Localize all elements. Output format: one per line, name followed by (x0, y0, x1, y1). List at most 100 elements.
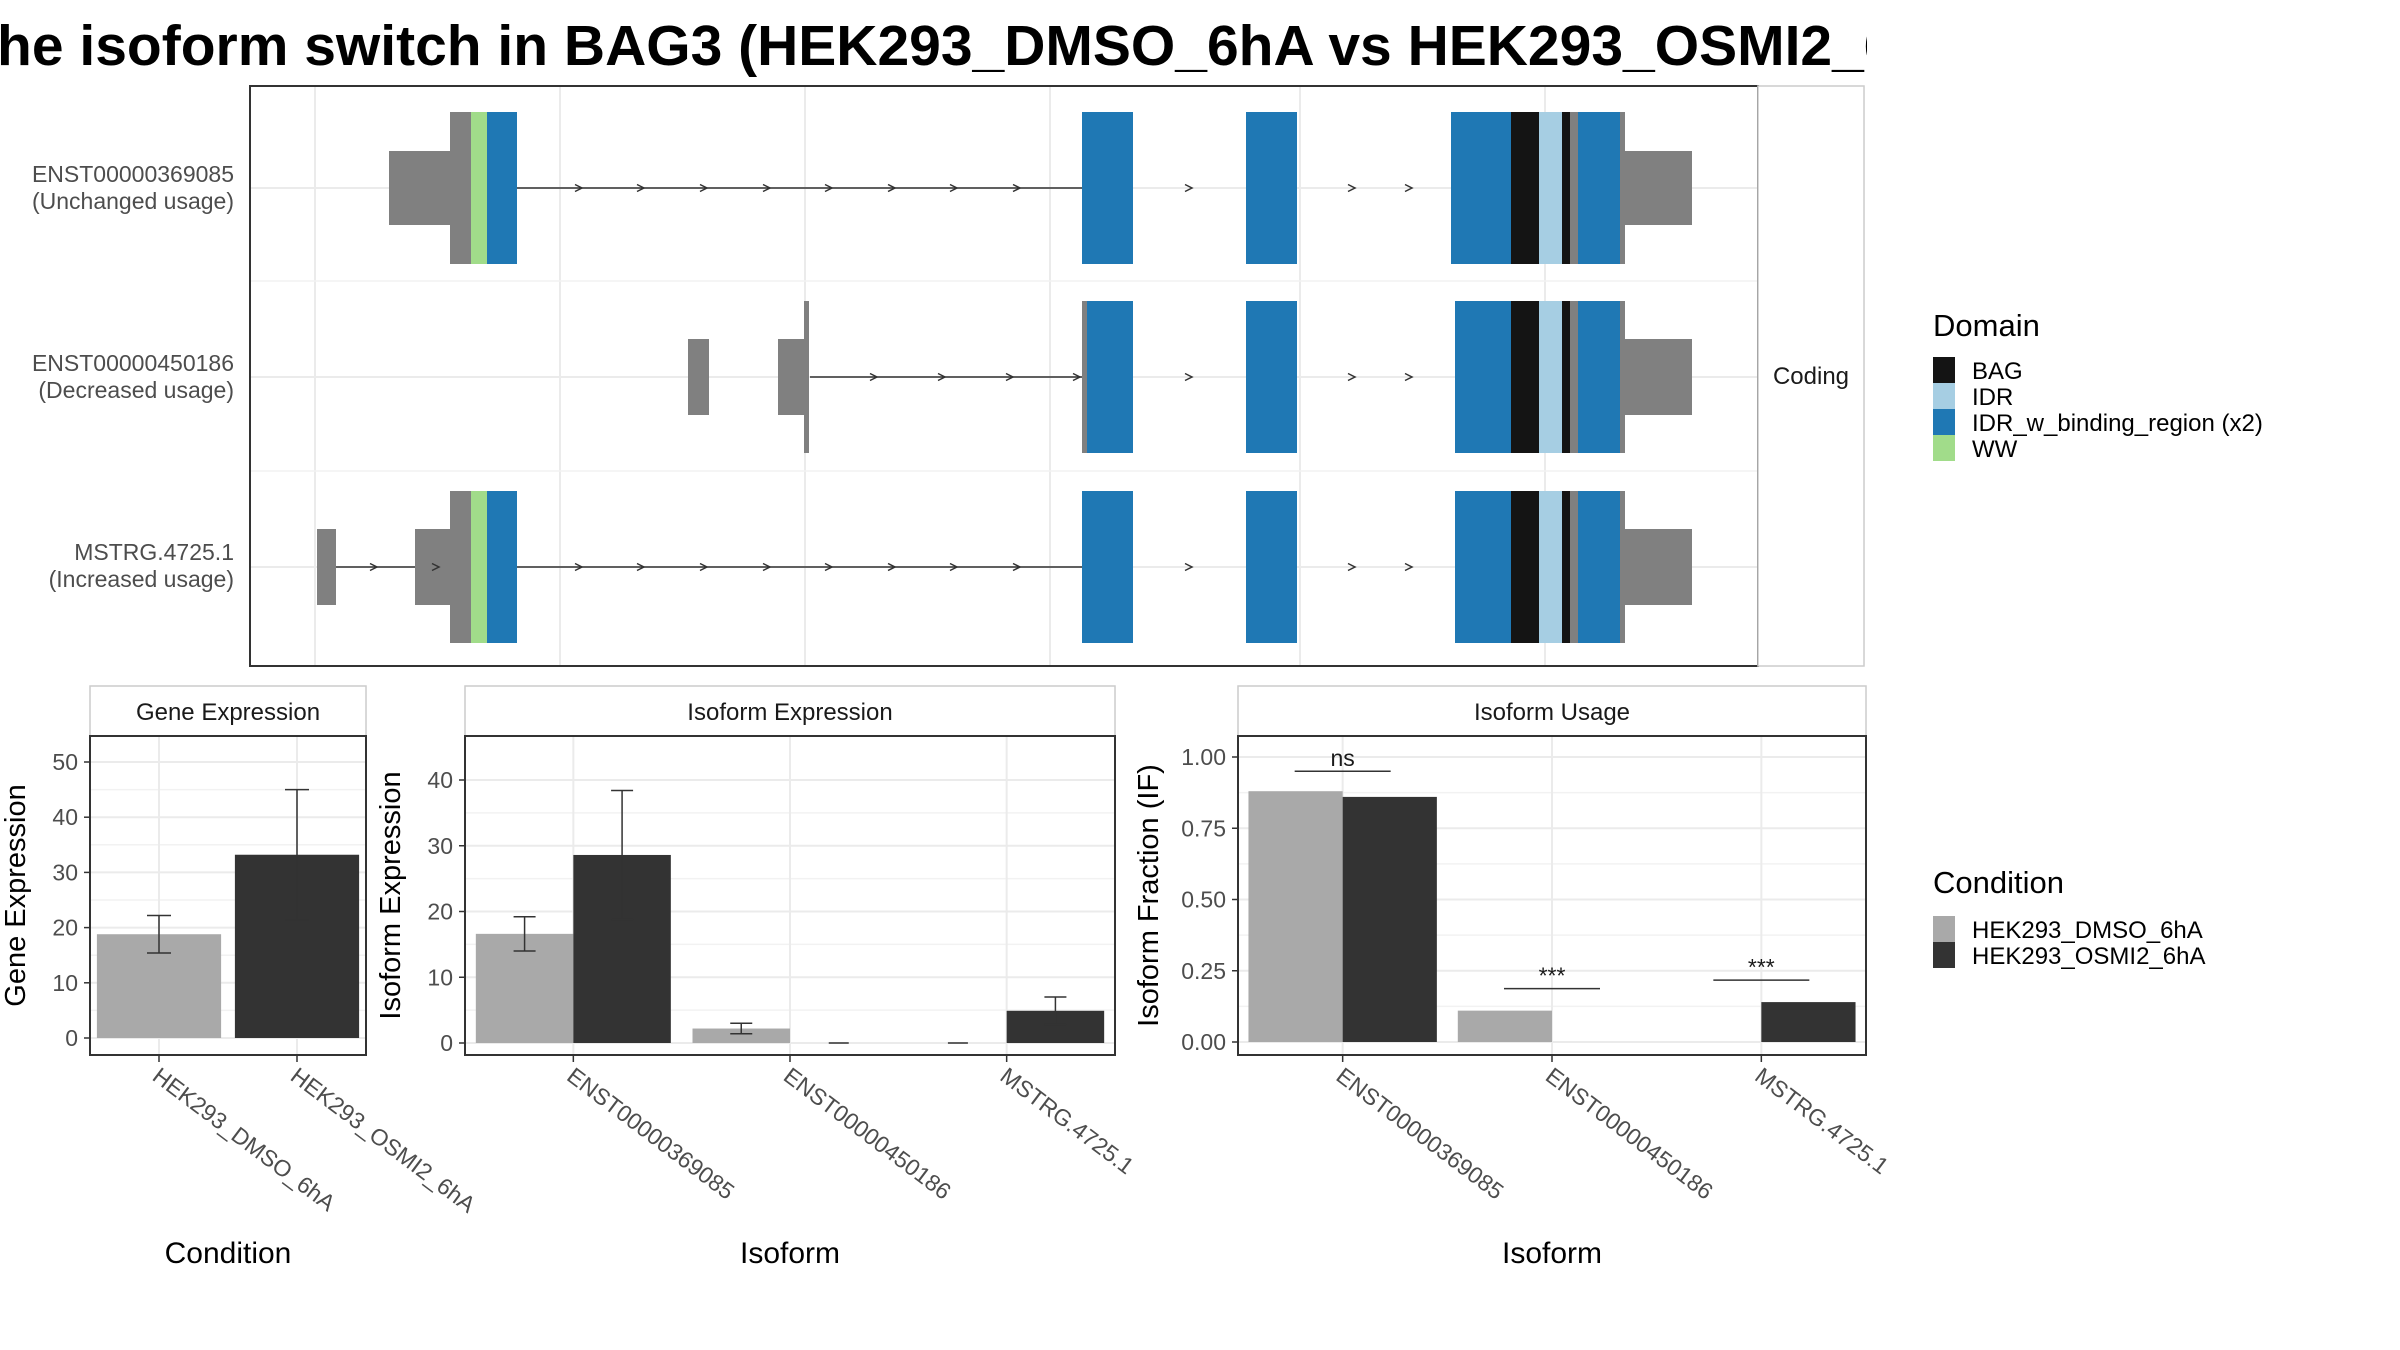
domain-bag (1562, 491, 1570, 643)
legend-swatch-bag (1933, 357, 1955, 383)
transcript-label-3: MSTRG.4725.1 (74, 539, 234, 565)
panel-title: Isoform Expression (687, 699, 892, 726)
transcript-label-2: ENST00000450186 (32, 350, 234, 376)
utr-block (389, 151, 450, 225)
bar (1342, 796, 1437, 1042)
intron-arrows (574, 183, 1414, 193)
intron-arrow-icon (1012, 562, 1022, 572)
x-axis-label: Isoform (740, 1237, 840, 1270)
legend-label-idr-binding: IDR_w_binding_region (x2) (1972, 410, 2263, 437)
intron-arrow-icon (699, 183, 709, 193)
intron-arrow-icon (1347, 183, 1357, 193)
domain-idr-binding (1455, 491, 1511, 643)
intron-arrow-icon (1005, 372, 1015, 382)
panel-strip (1237, 685, 1867, 737)
y-tick-label: 50 (52, 749, 78, 775)
exon-utr (450, 491, 471, 643)
exon-utr (1570, 491, 1578, 643)
legend-label-ww: WW (1972, 436, 2018, 463)
transcript-usage-1: (Unchanged usage) (32, 188, 234, 214)
x-tick-label: MSTRG.4725.1 (1750, 1062, 1893, 1179)
intron-arrow-icon (431, 562, 441, 572)
intron-arrow-icon (887, 183, 897, 193)
exon-idr-binding (1082, 112, 1133, 264)
legend-swatch-dmso (1933, 916, 1955, 942)
y-tick-label: 40 (52, 804, 78, 830)
facet-strip-label: Coding (1773, 363, 1849, 390)
panel-strip (464, 685, 1116, 737)
intron-arrow-icon (1404, 183, 1414, 193)
exon-idr-binding (1246, 301, 1297, 453)
transcript-1-model (389, 112, 1692, 264)
intron-arrow-icon (824, 183, 834, 193)
intron-arrow-icon (762, 562, 772, 572)
intron-arrows (869, 372, 1414, 382)
intron-arrow-icon (1184, 562, 1194, 572)
x-tick-label: ENST00000450186 (1541, 1062, 1718, 1204)
domain-idr-binding (1578, 301, 1620, 453)
structure-panel: Coding ENST00000369085 (Unchanged usage)… (32, 85, 1865, 667)
domain-idr-binding (487, 112, 517, 264)
intron-arrow-icon (1404, 562, 1414, 572)
transcript-label-2-usage: (Decreased usage) (38, 377, 234, 403)
utr-block (688, 339, 709, 415)
exon-utr (1082, 301, 1087, 453)
domain-bag (1511, 112, 1539, 264)
significance-label: ns (1331, 745, 1355, 771)
y-tick-label: 0.25 (1181, 958, 1226, 984)
panel-title: Gene Expression (136, 699, 320, 726)
y-tick-label: 0 (65, 1025, 78, 1051)
legend-label-bag: BAG (1972, 358, 2023, 385)
domain-ww (471, 112, 487, 264)
intron-arrow-icon (699, 562, 709, 572)
bar (692, 1028, 790, 1043)
y-tick-label: 20 (52, 915, 78, 941)
intron-arrow-icon (1012, 183, 1022, 193)
y-tick-label: 30 (52, 859, 78, 885)
intron-arrow-icon (636, 562, 646, 572)
utr-block (778, 339, 806, 415)
intron-arrows (369, 562, 1414, 572)
domain-idr (1539, 301, 1562, 453)
domain-idr-binding (487, 491, 517, 643)
legend-label-idr: IDR (1972, 384, 2013, 411)
panel-title: Isoform Usage (1474, 699, 1630, 726)
exon-idr-binding (1082, 491, 1133, 643)
domain-idr-binding (1578, 491, 1620, 643)
y-tick-label: 30 (427, 833, 453, 859)
legend-swatch-ww (1933, 435, 1955, 461)
domain-bag (1562, 112, 1570, 264)
exon-idr-binding (1087, 301, 1133, 453)
transcript-label-1: ENST00000369085 (32, 161, 234, 187)
gene-expression-chart: Gene Expression01020304050HEK293_DMSO_6h… (0, 685, 481, 1270)
domain-idr-binding (1455, 301, 1511, 453)
transcript-2-model (688, 301, 1692, 453)
intron-arrow-icon (1347, 562, 1357, 572)
exon-idr-binding (1246, 112, 1297, 264)
domain-idr-binding (1451, 112, 1511, 264)
exon-utr (1570, 112, 1578, 264)
y-tick-label: 0 (440, 1030, 453, 1056)
domain-bag (1562, 301, 1570, 453)
significance-label: *** (1539, 963, 1566, 989)
bar (1761, 1002, 1856, 1042)
intron-arrow-icon (887, 562, 897, 572)
domain-idr-binding (1578, 112, 1620, 264)
intron-arrow-icon (1347, 372, 1357, 382)
condition-legend: Condition HEK293_DMSO_6hA HEK293_OSMI2_6… (1933, 865, 2205, 970)
exon-utr (1620, 491, 1625, 643)
intron-arrow-icon (1072, 372, 1082, 382)
intron-arrow-icon (1404, 372, 1414, 382)
intron-arrow-icon (1184, 183, 1194, 193)
isoform-usage-chart: Isoform Usage 0.00 0.25 0.50 0.75 1.00 ENST000… (1133, 685, 1894, 1270)
y-axis-label: Gene Expression (0, 784, 32, 1006)
exon-idr-binding (1246, 491, 1297, 643)
y-tick-label: 1.00 (1181, 744, 1226, 770)
exon-utr (450, 112, 471, 264)
exon-utr (804, 301, 809, 453)
domain-legend-title: Domain (1933, 308, 2040, 343)
y-tick-label: 0.50 (1181, 887, 1226, 913)
intron-arrow-icon (949, 183, 959, 193)
y-tick-label: 10 (427, 964, 453, 990)
y-axis-label: Isoform Expression (375, 771, 407, 1019)
